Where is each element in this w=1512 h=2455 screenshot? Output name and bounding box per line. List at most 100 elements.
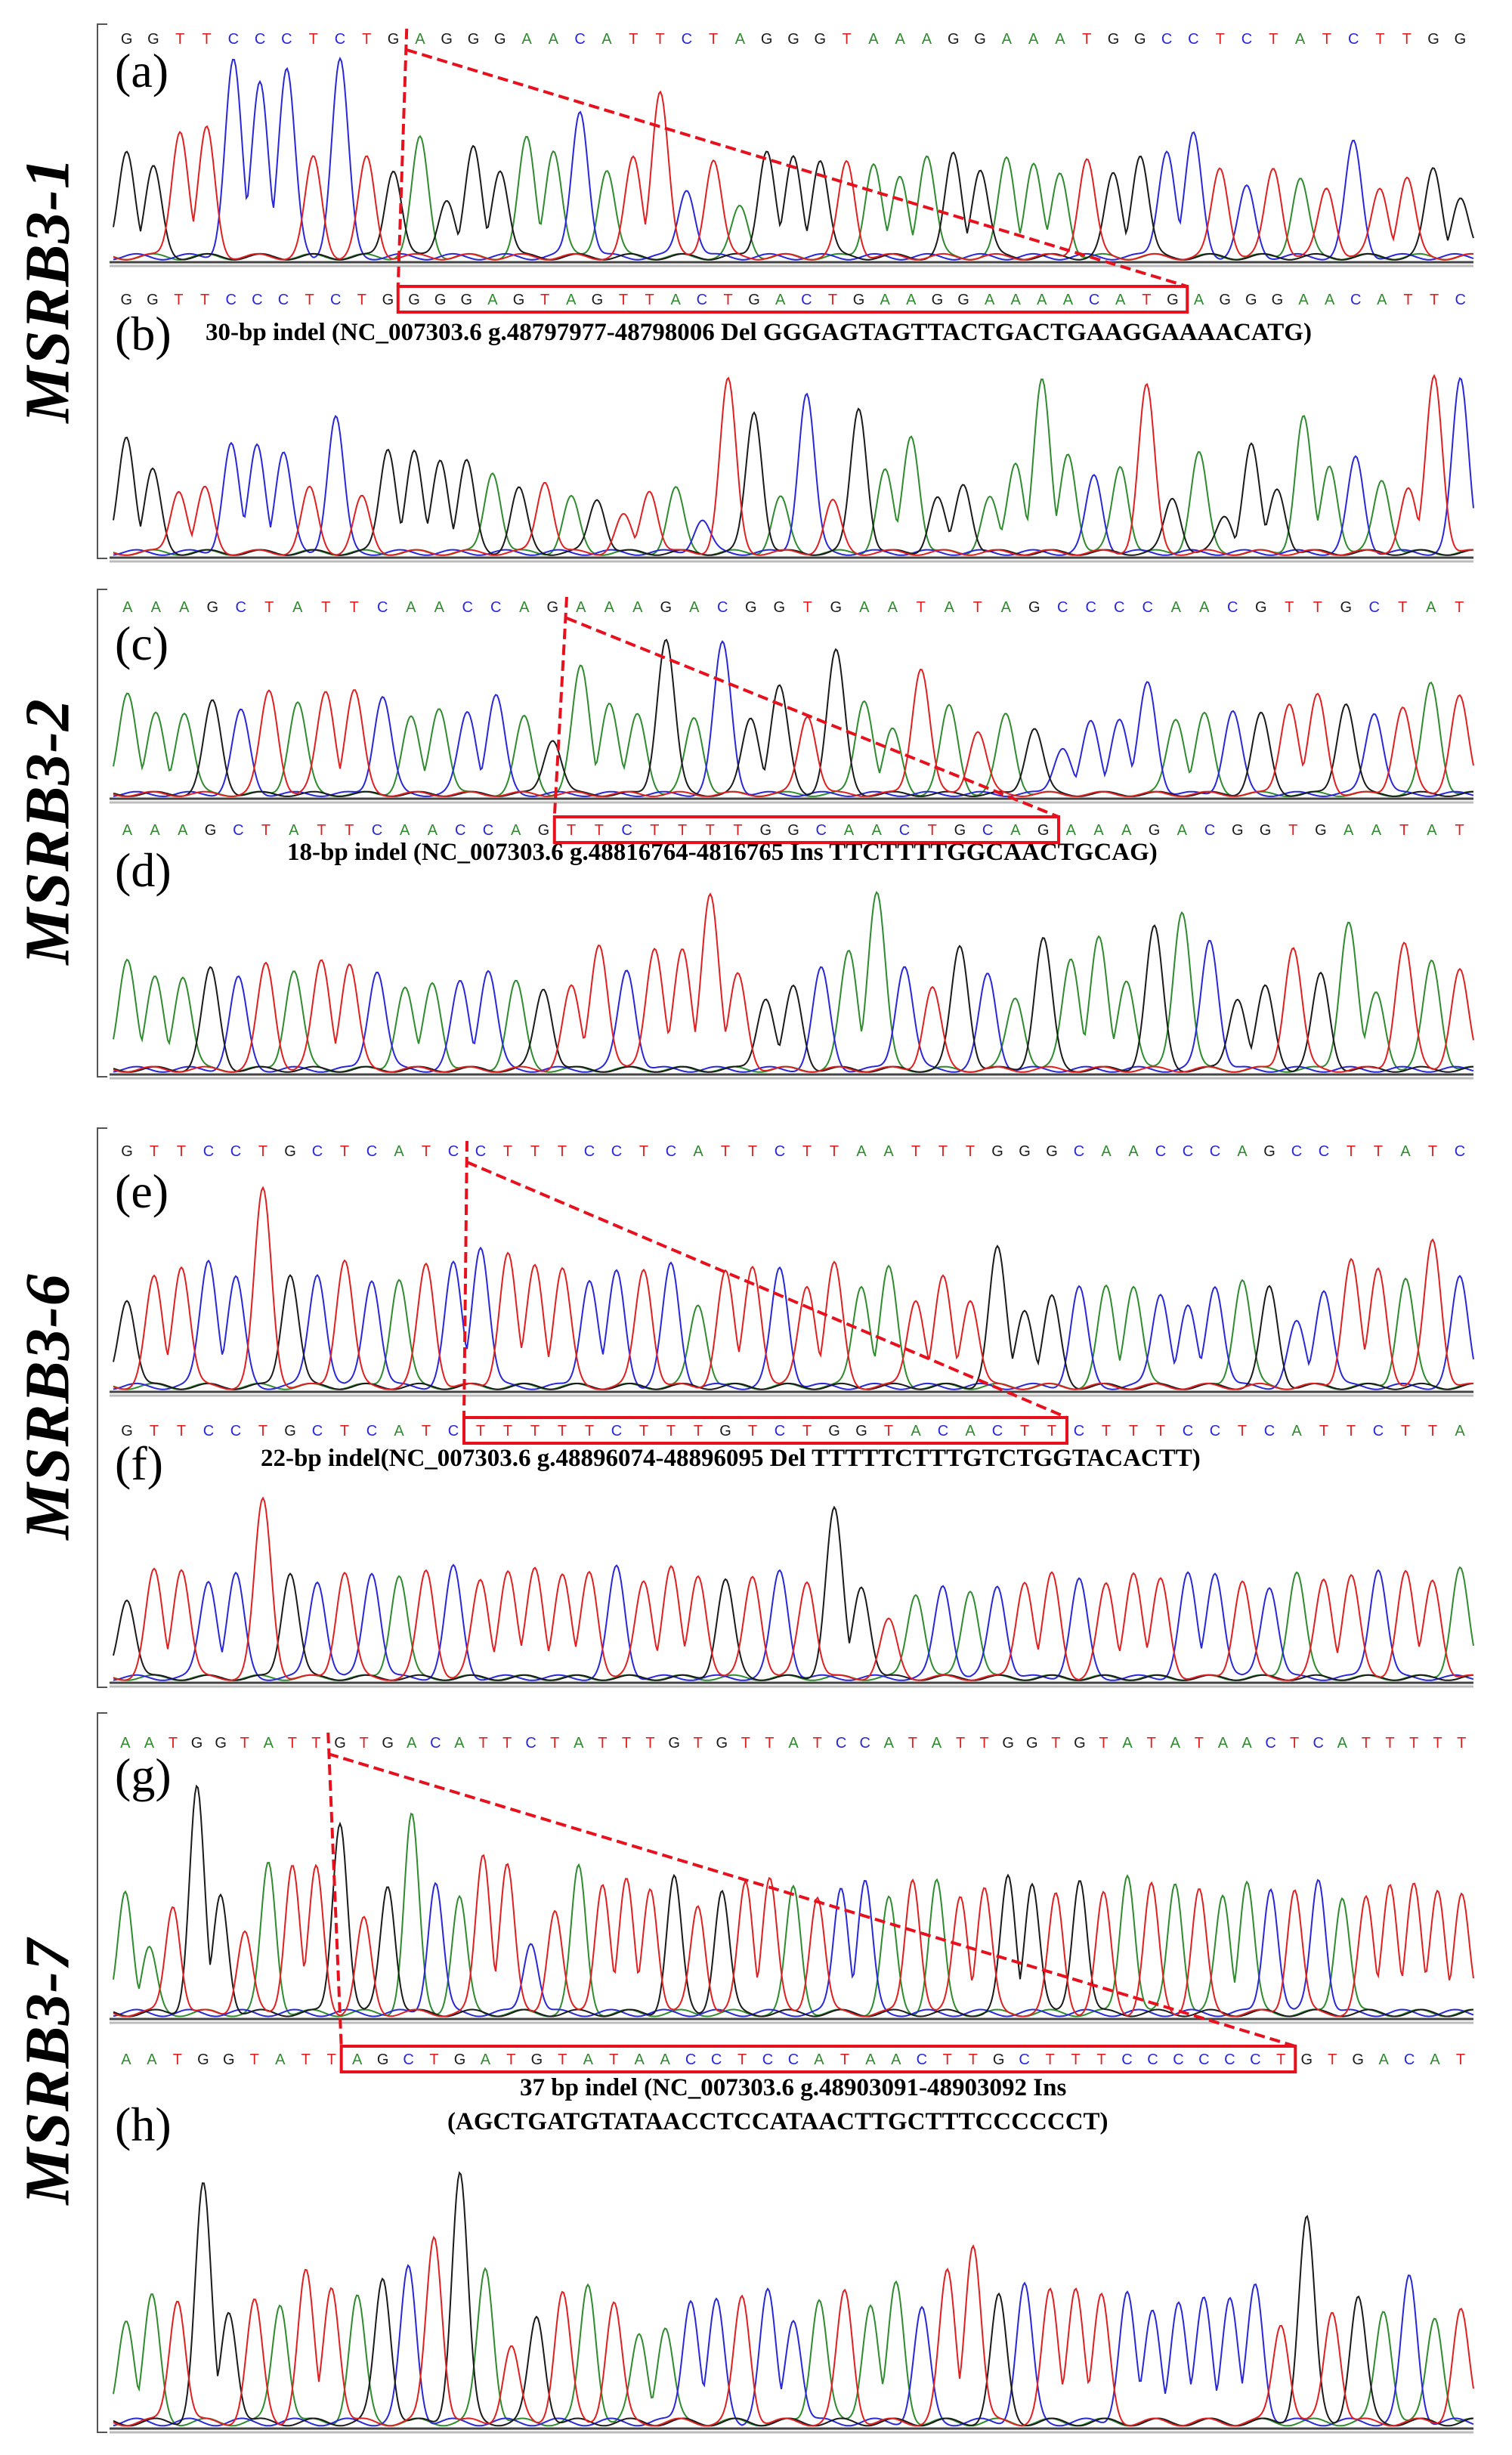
group-bracket <box>97 589 107 1078</box>
base-call-C: C <box>228 31 239 48</box>
base-call-T: T <box>1195 1735 1204 1752</box>
base-call-A: A <box>1122 1735 1133 1752</box>
base-call-A: A <box>151 599 162 616</box>
base-call-A: A <box>906 292 917 308</box>
trace-channel-T <box>113 1186 1474 1390</box>
indel-span-dashed-line <box>566 617 1059 818</box>
base-call-T: T <box>258 1143 267 1160</box>
base-call-A: A <box>1002 31 1013 48</box>
base-call-T: T <box>748 1423 757 1439</box>
base-call-G: G <box>815 31 827 48</box>
base-call-A: A <box>856 1143 867 1160</box>
base-call-T: T <box>609 2052 618 2068</box>
base-call-A: A <box>1291 1423 1302 1439</box>
base-call-A: A <box>888 599 898 616</box>
panel-letter-e: (e) <box>115 1164 169 1218</box>
base-call-A: A <box>671 292 682 308</box>
base-call-T: T <box>595 822 604 839</box>
base-call-C: C <box>1241 31 1252 48</box>
base-call-T: T <box>884 1423 893 1439</box>
base-call-C: C <box>1019 2052 1029 2068</box>
base-call-T: T <box>250 2052 259 2068</box>
base-call-A: A <box>1325 292 1335 308</box>
base-call-G: G <box>1074 1735 1086 1752</box>
base-call-A: A <box>693 1143 703 1160</box>
indel-caption: 22-bp indel(NC_007303.6 g.48896074-48896… <box>261 1445 1201 1472</box>
base-call-A: A <box>922 31 932 48</box>
base-call-T: T <box>1457 1735 1466 1752</box>
base-call-C: C <box>775 1423 785 1439</box>
base-call-C: C <box>711 2052 722 2068</box>
base-call-A: A <box>1055 31 1065 48</box>
base-call-A: A <box>1101 1143 1112 1160</box>
base-call-A: A <box>880 292 890 308</box>
base-call-A: A <box>891 2052 901 2068</box>
base-call-T: T <box>478 1735 487 1752</box>
base-call-A: A <box>895 31 906 48</box>
base-call-G: G <box>434 292 447 308</box>
base-call-G: G <box>1300 2052 1313 2068</box>
base-call-G: G <box>830 599 842 616</box>
base-call-A: A <box>1066 822 1077 839</box>
base-call-T: T <box>311 1735 320 1752</box>
base-call-T: T <box>1399 822 1408 839</box>
base-call-G: G <box>1255 599 1267 616</box>
base-call-C: C <box>1250 2052 1260 2068</box>
base-call-C: C <box>574 31 585 48</box>
base-call-T: T <box>506 2052 515 2068</box>
base-call-A: A <box>407 1735 417 1752</box>
base-call-T: T <box>840 2052 849 2068</box>
base-call-C: C <box>1173 2052 1183 2068</box>
base-call-T: T <box>1096 2052 1105 2068</box>
base-call-A: A <box>1377 292 1387 308</box>
base-call-C: C <box>762 2052 773 2068</box>
base-call-A: A <box>1337 1735 1348 1752</box>
trace-channel-G <box>113 144 1474 261</box>
base-call-T: T <box>1156 1423 1165 1439</box>
base-call-T: T <box>666 1423 676 1439</box>
base-call-C: C <box>1114 599 1124 616</box>
base-call-G: G <box>546 599 558 616</box>
base-call-T: T <box>812 1735 821 1752</box>
base-call-G: G <box>382 292 394 308</box>
msrb3-6-chromatogram-top <box>110 1186 1474 1397</box>
panel-letter-b: (b) <box>115 307 172 360</box>
indel-span-dashed-line <box>466 1161 1068 1419</box>
base-call-T: T <box>928 822 937 839</box>
base-call-T: T <box>1047 1423 1056 1439</box>
indel-span-dashed-line <box>406 48 1188 288</box>
base-call-A: A <box>1170 1735 1181 1752</box>
base-call-A: A <box>179 599 190 616</box>
trace-channel-C <box>113 2264 1474 2427</box>
base-call-C: C <box>236 599 246 616</box>
base-call-A: A <box>1430 2052 1440 2068</box>
base-call-G: G <box>1245 292 1257 308</box>
group-bracket <box>97 1127 107 1688</box>
msrb3-7-indel-highlight-box <box>339 2045 1297 2073</box>
trace-channel-T <box>113 1854 1474 2017</box>
base-call-T: T <box>1402 31 1412 48</box>
base-call-T: T <box>917 599 926 616</box>
base-call-A: A <box>519 599 530 616</box>
base-call-C: C <box>448 1143 459 1160</box>
base-call-T: T <box>973 599 982 616</box>
base-call-G: G <box>932 292 944 308</box>
base-call-T: T <box>966 1143 975 1160</box>
base-call-T: T <box>1147 1735 1156 1752</box>
base-call-C: C <box>490 599 501 616</box>
base-call-T: T <box>1142 292 1151 308</box>
base-call-T: T <box>345 822 354 839</box>
base-call-C: C <box>1224 2052 1235 2068</box>
base-call-G: G <box>1315 822 1327 839</box>
base-call-A: A <box>601 31 612 48</box>
base-call-A: A <box>1295 31 1306 48</box>
trace-channel-A <box>113 2267 1474 2427</box>
base-call-C: C <box>775 1143 785 1160</box>
trace-channel-A <box>113 1566 1474 1681</box>
base-call-G: G <box>668 1735 680 1752</box>
msrb3-6-indel-highlight-box <box>462 1416 1068 1445</box>
base-call-A: A <box>660 2052 671 2068</box>
trace-channel-C <box>113 1246 1474 1390</box>
